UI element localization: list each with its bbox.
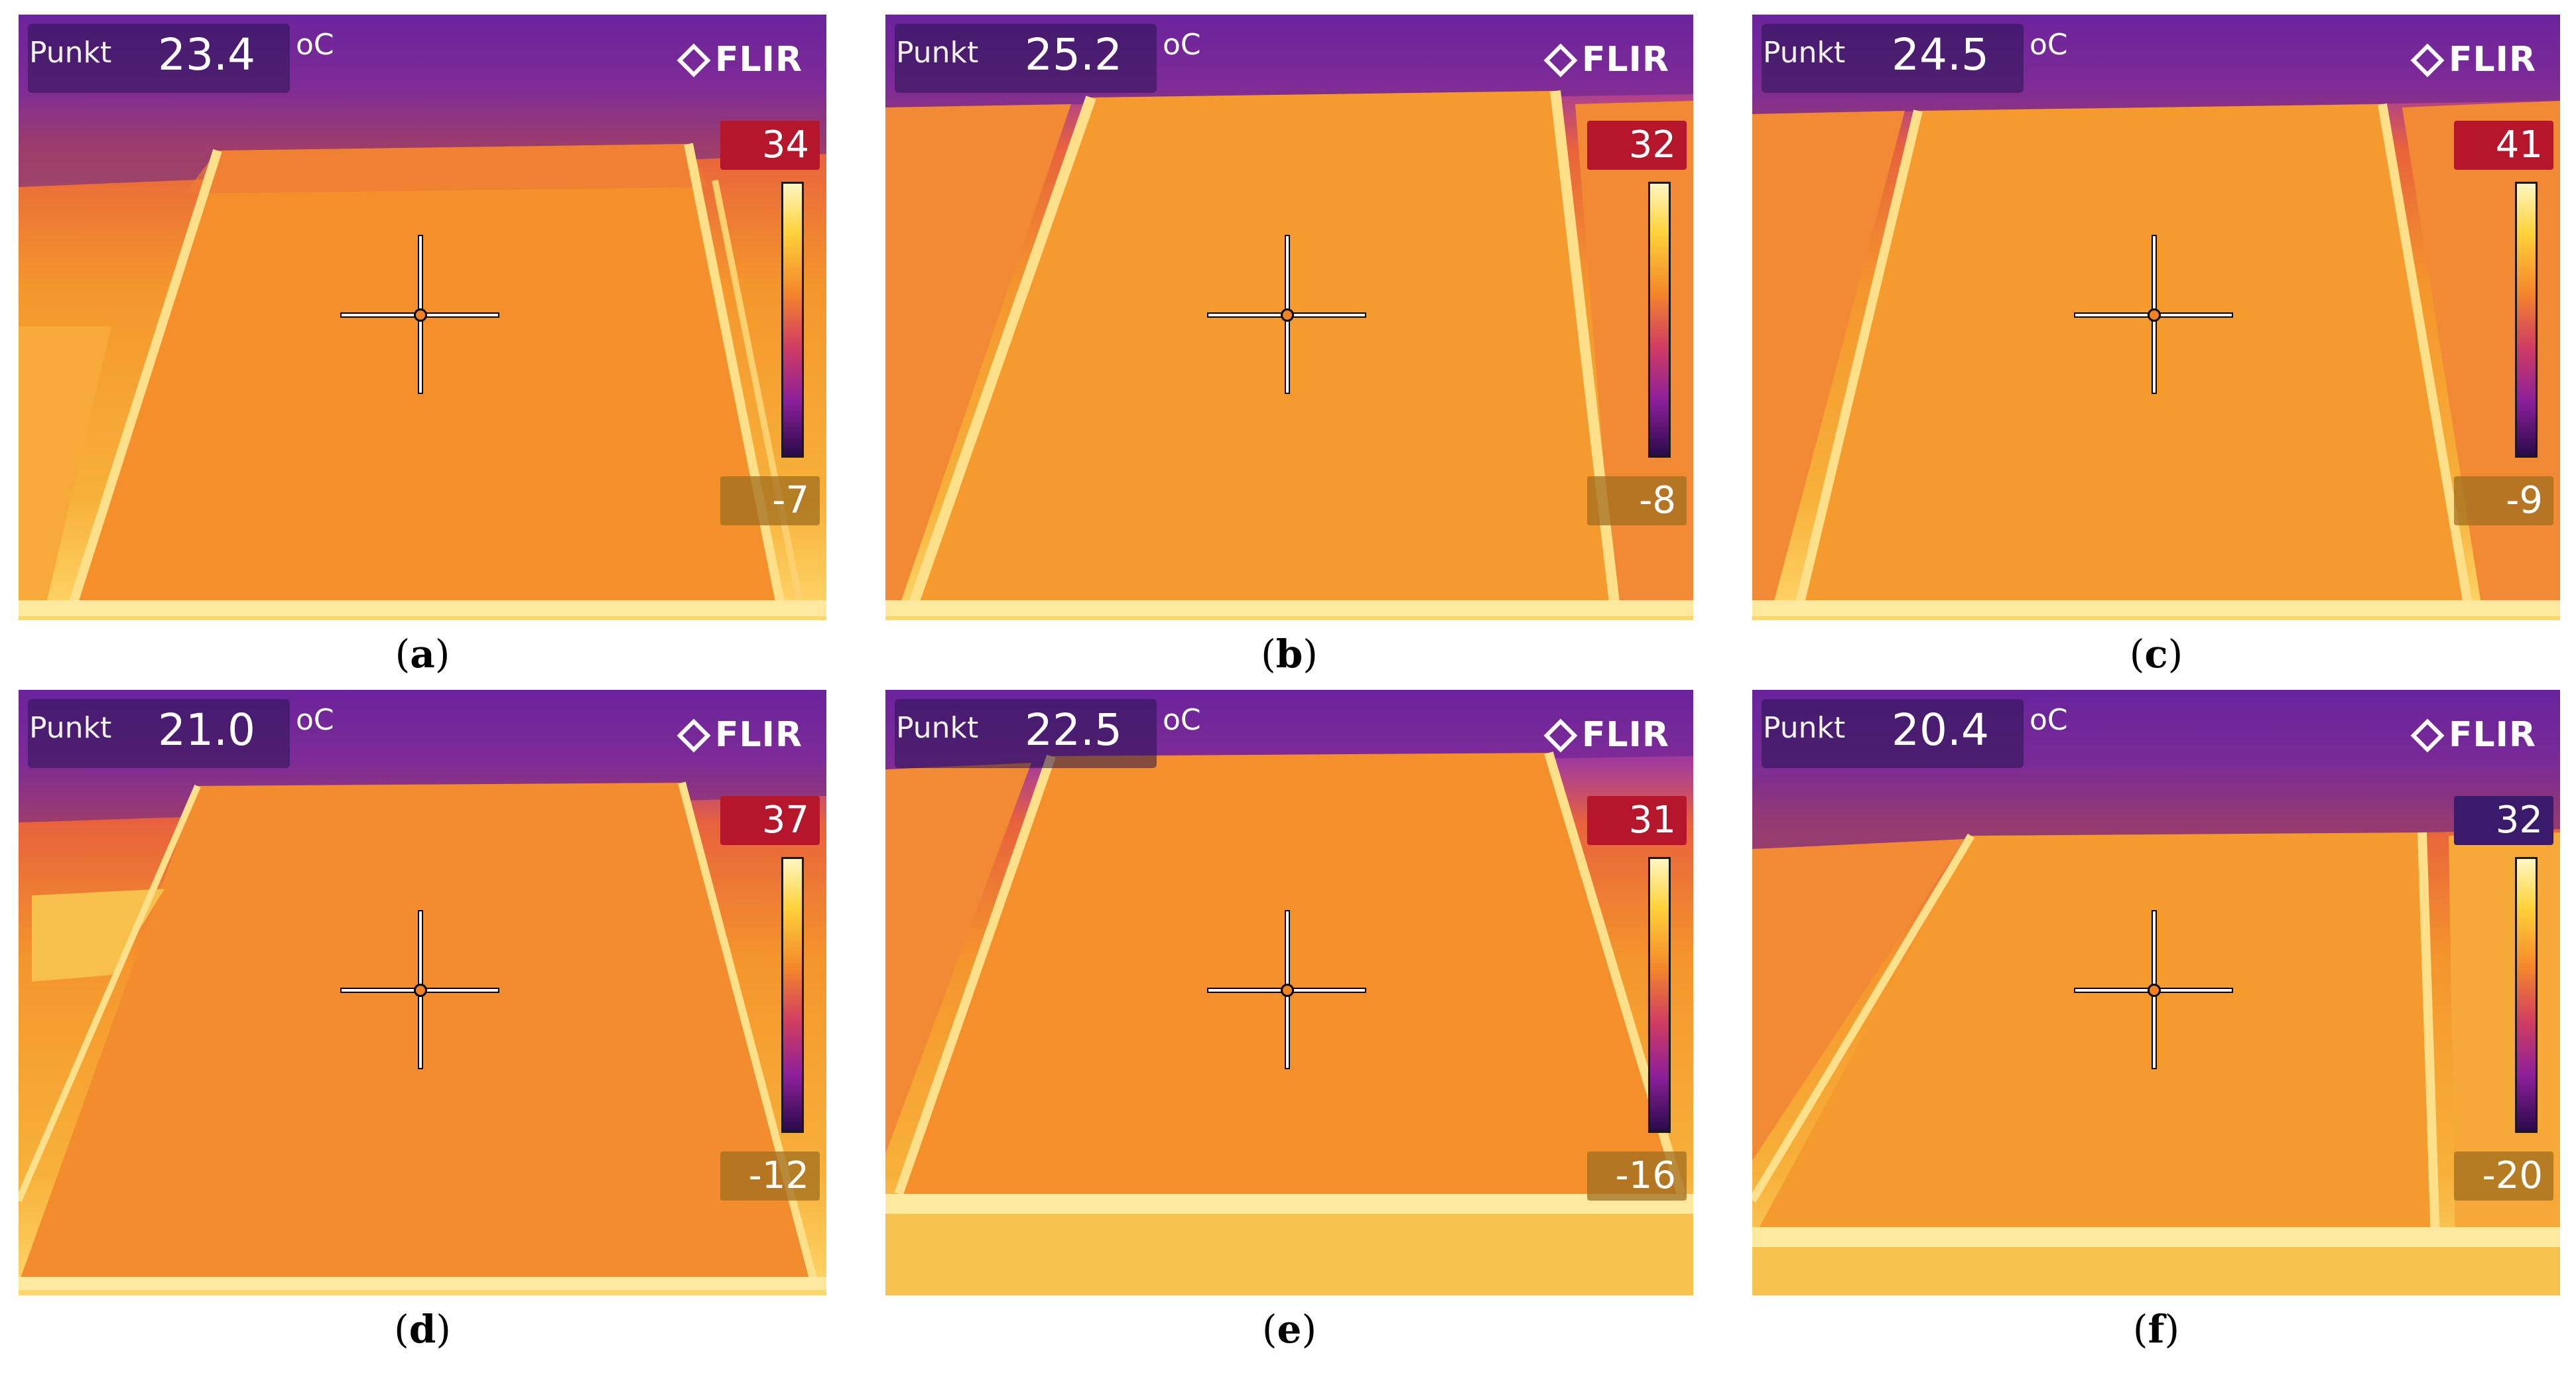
flir-brand-text: FLIR [1581,40,1669,80]
flir-logo: FLIR [676,715,803,755]
flir-logo: FLIR [2410,40,2536,80]
caption-label-f: f [2148,1307,2165,1352]
spot-temperature: 21.0 [158,704,255,756]
caption-label-a: a [410,631,435,677]
crosshair-center-icon [1281,984,1294,997]
spot-label: Punkt [896,711,979,745]
scale-min-value: -7 [720,476,820,525]
caption-label-e: e [1277,1307,1302,1352]
solar-panel-scene [19,690,826,1290]
thermal-image-a: Punkt 23.4 oC FLIR 34 -7 [19,15,826,620]
spot-temperature: 24.5 [1892,29,1989,80]
caption-d: (d) [394,1307,451,1352]
thermal-image-f: Punkt 20.4 oC FLIR 32 -20 [1752,690,2560,1295]
flir-brand-text: FLIR [2448,715,2536,755]
temperature-unit: oC [1163,28,1201,62]
scale-max-value: 31 [1587,796,1687,845]
crosshair-center-icon [1281,308,1294,322]
flir-brand-text: FLIR [1581,715,1669,755]
flir-diamond-icon [2410,43,2445,78]
scale-max-value: 32 [2454,796,2553,845]
caption-label-b: b [1275,631,1303,677]
crosshair-center-icon [414,984,427,997]
color-scale-bar [2515,857,2538,1133]
color-scale-bar [1648,182,1671,458]
color-scale-bar [781,857,804,1133]
spot-readout-box [895,24,1157,93]
temperature-scale: 31 -16 [1587,796,1687,1201]
scale-min-value: -8 [1587,476,1687,525]
spot-readout-box [1762,699,2024,768]
caption-label-d: d [409,1307,436,1352]
thermal-image-b: Punkt 25.2 oC FLIR 32 -8 [885,15,1693,620]
caption-e: (e) [1261,1307,1317,1352]
flir-logo: FLIR [1543,715,1669,755]
spot-label: Punkt [1763,36,1846,70]
thermal-image-e: Punkt 22.5 oC FLIR 31 -16 [885,690,1693,1295]
solar-panel-scene [1752,690,2560,1295]
flir-logo: FLIR [1543,40,1669,80]
temperature-scale: 32 -8 [1587,121,1687,525]
spot-temperature: 25.2 [1025,29,1122,80]
crosshair-center-icon [414,308,427,322]
scale-max-value: 41 [2454,121,2553,170]
flir-diamond-icon [676,43,711,78]
scale-max-value: 37 [720,796,820,845]
temperature-scale: 32 -20 [2454,796,2553,1201]
temperature-scale: 41 -9 [2454,121,2553,525]
temperature-unit: oC [296,28,334,62]
scale-min-value: -9 [2454,476,2553,525]
flir-logo: FLIR [676,40,803,80]
solar-panel-scene [19,15,826,616]
flir-brand-text: FLIR [714,715,803,755]
flir-logo: FLIR [2410,715,2536,755]
temperature-unit: oC [296,703,334,737]
spot-readout-box [28,699,290,768]
spot-label: Punkt [29,36,112,70]
scale-min-value: -12 [720,1151,820,1201]
temperature-unit: oC [2029,28,2068,62]
thermal-image-d: Punkt 21.0 oC FLIR 37 -12 [19,690,826,1295]
flir-diamond-icon [2410,718,2445,753]
spot-readout-box [1762,24,2024,93]
spot-label: Punkt [1763,711,1846,745]
caption-f: (f) [2132,1307,2180,1352]
flir-diamond-icon [1543,43,1578,78]
flir-diamond-icon [676,718,711,753]
scale-min-value: -16 [1587,1151,1687,1201]
scale-max-value: 32 [1587,121,1687,170]
caption-b: (b) [1261,631,1318,677]
caption-c: (c) [2129,631,2183,677]
spot-temperature: 20.4 [1892,704,1989,756]
spot-label: Punkt [29,711,112,745]
caption-label-c: c [2144,631,2168,677]
color-scale-bar [781,182,804,458]
flir-brand-text: FLIR [2448,40,2536,80]
temperature-scale: 34 -7 [720,121,820,525]
flir-brand-text: FLIR [714,40,803,80]
temperature-unit: oC [2029,703,2068,737]
spot-readout-box [895,699,1157,768]
thermal-image-c: Punkt 24.5 oC FLIR 41 -9 [1752,15,2560,620]
flir-diamond-icon [1543,718,1578,753]
spot-temperature: 23.4 [158,29,255,80]
crosshair-center-icon [2148,308,2161,322]
crosshair-center-icon [2148,984,2161,997]
color-scale-bar [1648,857,1671,1133]
temperature-unit: oC [1163,703,1201,737]
scale-max-value: 34 [720,121,820,170]
spot-temperature: 22.5 [1025,704,1122,756]
caption-a: (a) [395,631,450,677]
scale-min-value: -20 [2454,1151,2553,1201]
spot-label: Punkt [896,36,979,70]
temperature-scale: 37 -12 [720,796,820,1201]
color-scale-bar [2515,182,2538,458]
spot-readout-box [28,24,290,93]
